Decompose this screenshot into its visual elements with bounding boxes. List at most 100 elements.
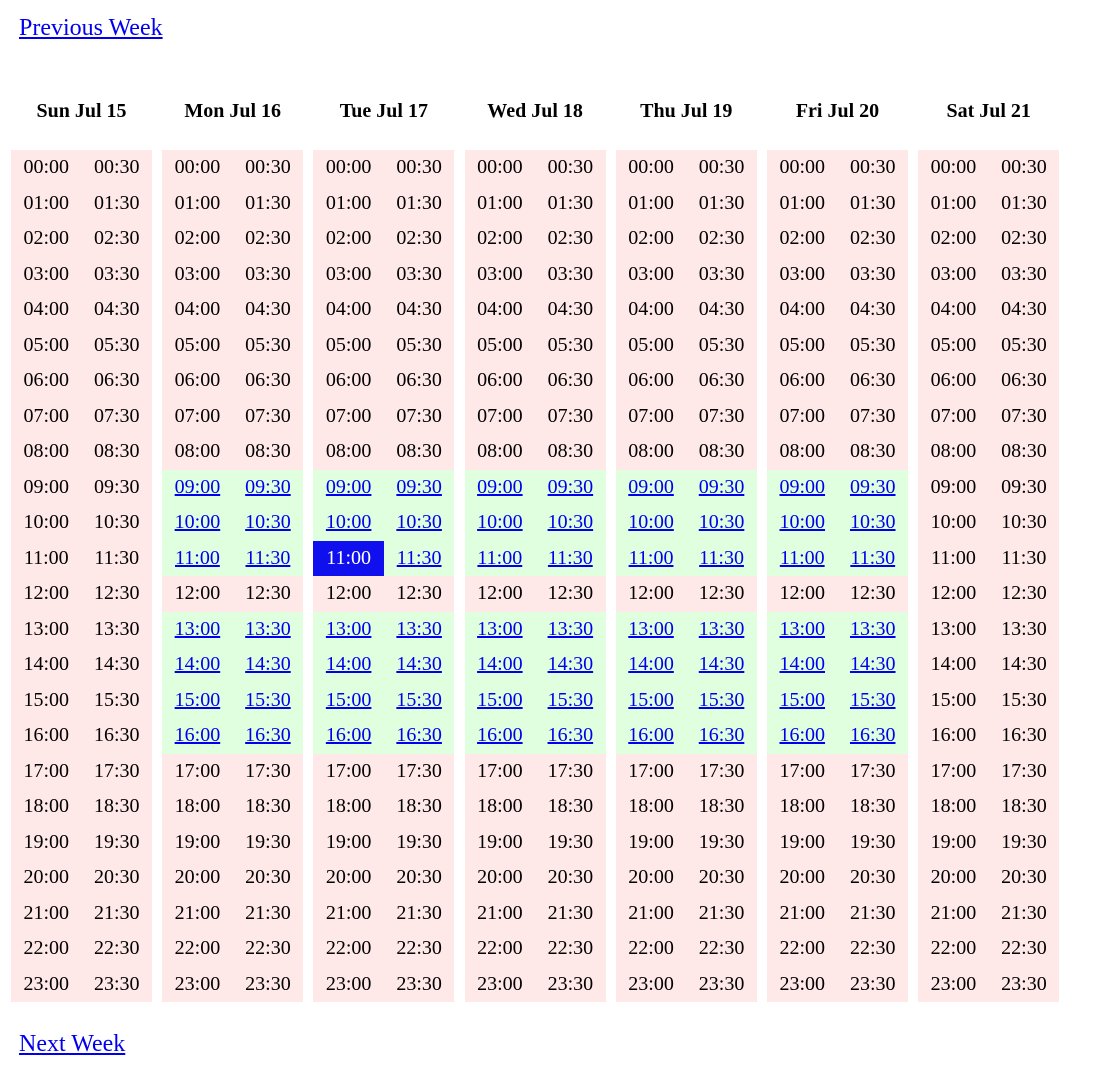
time-slot-label[interactable]: 16:00 [174,724,221,746]
time-slot-available[interactable]: 11:00 [615,540,687,576]
time-slot-label[interactable]: 11:00 [326,546,372,569]
time-slot-available[interactable]: 13:30 [535,611,606,647]
time-slot-available[interactable]: 14:30 [535,647,606,683]
time-slot-label[interactable]: 15:00 [325,688,372,711]
time-slot-label[interactable]: 16:30 [698,724,745,746]
time-slot-label[interactable]: 09:00 [325,475,372,498]
time-slot-selected[interactable]: 11:00 [313,540,384,576]
time-slot-available[interactable]: 16:00 [464,718,536,754]
time-slot-available[interactable]: 13:00 [615,611,687,647]
time-slot-available[interactable]: 14:30 [383,647,455,683]
time-slot-available[interactable]: 11:30 [383,540,455,576]
time-slot-label[interactable]: 16:00 [477,724,523,746]
time-slot-available[interactable]: 11:00 [162,540,233,576]
time-slot-label[interactable]: 14:00 [779,653,826,675]
time-slot-available[interactable]: 10:00 [767,505,838,541]
time-slot-available[interactable]: 14:00 [464,647,536,683]
time-slot-available[interactable]: 11:30 [686,540,757,576]
time-slot-label[interactable]: 13:00 [779,617,826,640]
time-slot-label[interactable]: 09:30 [245,475,291,498]
time-slot-available[interactable]: 16:00 [313,718,384,754]
time-slot-available[interactable]: 10:30 [383,505,455,541]
time-slot-label[interactable]: 09:00 [477,475,523,498]
time-slot-label[interactable]: 16:30 [396,724,442,746]
time-slot-available[interactable]: 14:30 [232,647,304,683]
time-slot-available[interactable]: 10:30 [232,505,304,541]
time-slot-label[interactable]: 15:00 [628,688,674,711]
time-slot-label[interactable]: 11:30 [699,546,744,569]
time-slot-label[interactable]: 09:30 [547,475,594,498]
time-slot-available[interactable]: 09:30 [535,469,606,505]
time-slot-label[interactable]: 09:00 [174,475,221,498]
time-slot-label[interactable]: 15:00 [779,688,826,711]
time-slot-available[interactable]: 13:30 [383,611,455,647]
time-slot-available[interactable]: 14:00 [767,647,838,683]
time-slot-label[interactable]: 10:00 [779,511,826,533]
time-slot-available[interactable]: 14:00 [615,647,687,683]
time-slot-available[interactable]: 15:00 [313,682,384,718]
previous-week-link[interactable]: Previous Week [19,15,163,41]
time-slot-available[interactable]: 09:00 [615,469,687,505]
time-slot-label[interactable]: 11:30 [850,546,896,569]
time-slot-available[interactable]: 16:30 [837,718,908,754]
time-slot-available[interactable]: 13:00 [313,611,384,647]
time-slot-available[interactable]: 13:30 [232,611,304,647]
time-slot-available[interactable]: 10:30 [686,505,757,541]
time-slot-available[interactable]: 09:00 [767,469,838,505]
time-slot-label[interactable]: 13:00 [477,617,523,640]
time-slot-label[interactable]: 13:00 [174,617,221,640]
time-slot-available[interactable]: 13:30 [837,611,908,647]
time-slot-available[interactable]: 15:30 [535,682,606,718]
time-slot-label[interactable]: 15:30 [547,688,594,711]
time-slot-available[interactable]: 11:30 [232,540,304,576]
time-slot-label[interactable]: 10:30 [849,511,896,533]
time-slot-available[interactable]: 16:30 [383,718,455,754]
time-slot-available[interactable]: 16:00 [767,718,838,754]
time-slot-available[interactable]: 09:30 [837,469,908,505]
time-slot-label[interactable]: 13:30 [396,617,442,640]
time-slot-label[interactable]: 14:00 [174,653,221,675]
time-slot-available[interactable]: 15:00 [162,682,233,718]
time-slot-available[interactable]: 10:00 [162,505,233,541]
time-slot-available[interactable]: 10:00 [313,505,384,541]
time-slot-available[interactable]: 15:00 [464,682,536,718]
time-slot-available[interactable]: 09:00 [313,469,384,505]
time-slot-available[interactable]: 10:30 [837,505,908,541]
time-slot-available[interactable]: 16:30 [535,718,606,754]
time-slot-available[interactable]: 16:00 [615,718,687,754]
time-slot-available[interactable]: 13:00 [767,611,838,647]
time-slot-label[interactable]: 14:30 [547,653,594,675]
time-slot-label[interactable]: 09:30 [849,475,896,498]
time-slot-label[interactable]: 15:30 [245,688,291,711]
time-slot-available[interactable]: 09:00 [464,469,536,505]
time-slot-label[interactable]: 16:00 [779,724,826,746]
time-slot-available[interactable]: 09:30 [686,469,757,505]
time-slot-label[interactable]: 14:30 [698,653,745,675]
time-slot-label[interactable]: 13:30 [849,617,896,640]
time-slot-label[interactable]: 10:30 [396,511,442,533]
time-slot-available[interactable]: 15:30 [686,682,757,718]
time-slot-label[interactable]: 15:30 [396,688,442,711]
time-slot-available[interactable]: 14:00 [313,647,384,683]
time-slot-label[interactable]: 13:00 [325,617,372,640]
time-slot-label[interactable]: 09:30 [698,475,745,498]
next-week-link[interactable]: Next Week [19,1031,126,1057]
time-slot-available[interactable]: 11:00 [464,540,536,576]
time-slot-available[interactable]: 10:00 [615,505,687,541]
time-slot-available[interactable]: 15:30 [383,682,455,718]
time-slot-label[interactable]: 11:00 [779,546,825,569]
time-slot-available[interactable]: 13:30 [686,611,757,647]
time-slot-label[interactable]: 15:30 [849,688,896,711]
time-slot-label[interactable]: 13:30 [547,617,594,640]
time-slot-available[interactable]: 15:30 [837,682,908,718]
time-slot-available[interactable]: 13:00 [464,611,536,647]
time-slot-available[interactable]: 16:30 [232,718,304,754]
time-slot-label[interactable]: 16:30 [245,724,291,746]
time-slot-label[interactable]: 13:00 [628,617,674,640]
time-slot-label[interactable]: 10:00 [628,511,674,533]
time-slot-label[interactable]: 11:30 [547,546,593,569]
time-slot-available[interactable]: 11:00 [767,540,838,576]
time-slot-available[interactable]: 15:00 [767,682,838,718]
time-slot-available[interactable]: 14:30 [686,647,757,683]
time-slot-available[interactable]: 10:30 [535,505,606,541]
